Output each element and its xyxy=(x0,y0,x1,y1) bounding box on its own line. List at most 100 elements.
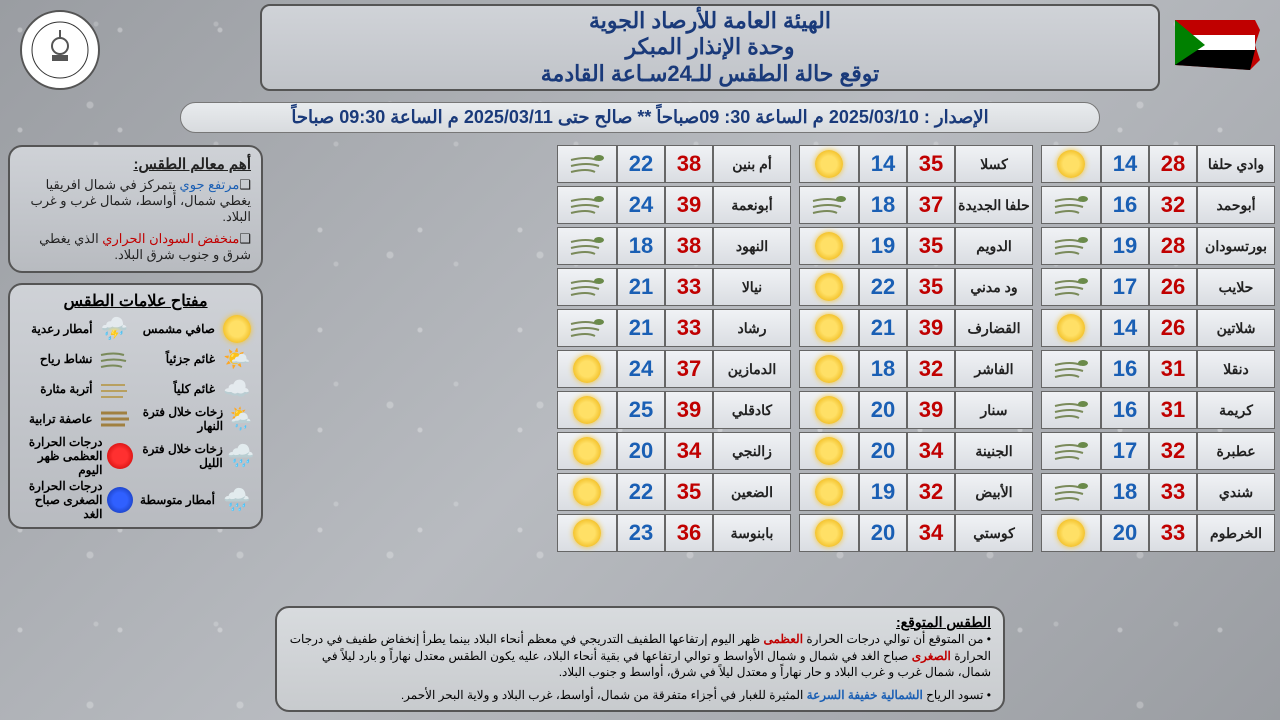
legend-label: غائم جزئياً xyxy=(166,352,215,366)
city-row: كريمة3116 xyxy=(1041,391,1275,429)
legend-label: درجات الحرارة الصغرى صباح الغد xyxy=(16,479,103,521)
city-row: كادقلي3925 xyxy=(557,391,791,429)
legend-icon xyxy=(97,345,133,373)
city-name: كادقلي xyxy=(713,391,791,429)
city-name: الخرطوم xyxy=(1197,514,1275,552)
legend-label: أمطار رعدية xyxy=(31,322,92,336)
weather-icon xyxy=(1041,268,1101,306)
legend-item: 🌤️ غائم جزئياً xyxy=(139,345,256,373)
weather-icon xyxy=(799,227,859,265)
temp-high: 39 xyxy=(907,309,955,347)
legend-icon: ⛈️ xyxy=(97,315,133,343)
header-panel: الهيئة العامة للأرصاد الجوية وحدة الإنذا… xyxy=(260,4,1160,91)
weather-icon xyxy=(557,268,617,306)
temp-high: 38 xyxy=(665,145,713,183)
legend-label: نشاط رياح xyxy=(40,352,93,366)
weather-icon xyxy=(557,186,617,224)
city-name: الفاشر xyxy=(955,350,1033,388)
weather-icon xyxy=(799,514,859,552)
legend-icon: 🌧️ xyxy=(219,486,255,514)
temp-low: 16 xyxy=(1101,186,1149,224)
city-name: رشاد xyxy=(713,309,791,347)
city-name: سنار xyxy=(955,391,1033,429)
city-name: القضارف xyxy=(955,309,1033,347)
weather-icon xyxy=(557,391,617,429)
weather-icon xyxy=(1041,391,1101,429)
legend-label: زخات خلال فترة الليل xyxy=(139,442,223,470)
city-name: أبوحمد xyxy=(1197,186,1275,224)
legend-item: 🌦️زخات خلال فترة النهار xyxy=(139,405,256,433)
weather-icon xyxy=(799,268,859,306)
legend-label: صافي مشمس xyxy=(143,322,215,336)
temp-high: 36 xyxy=(665,514,713,552)
weather-icon xyxy=(1041,145,1101,183)
temp-high: 39 xyxy=(907,391,955,429)
city-row: الجنينة3420 xyxy=(799,432,1033,470)
legend-icon xyxy=(97,405,133,433)
temp-high: 33 xyxy=(1149,473,1197,511)
legend-icon xyxy=(107,442,133,470)
temp-low: 20 xyxy=(859,514,907,552)
legend-item: ☁️غائم كلياً xyxy=(139,375,256,403)
city-row: ود مدني3522 xyxy=(799,268,1033,306)
sidebar: أهم معالم الطقس: ❑مرتفع جوي يتمركز في شم… xyxy=(8,145,263,529)
legend-icon xyxy=(107,486,133,514)
column-2: كسلا3514حلفا الجديدة3718الدويم3519ود مدن… xyxy=(799,145,1033,552)
weather-icon xyxy=(1041,186,1101,224)
city-row: رشاد3321 xyxy=(557,309,791,347)
temp-low: 21 xyxy=(859,309,907,347)
temp-low: 18 xyxy=(859,186,907,224)
legend-icon xyxy=(219,315,255,343)
temp-high: 26 xyxy=(1149,309,1197,347)
legend-box: مفتاح علامات الطقس صافي مشمس⛈️أمطار رعدي… xyxy=(8,283,263,529)
city-row: زالنجي3420 xyxy=(557,432,791,470)
temp-high: 34 xyxy=(907,514,955,552)
city-name: أبونعمة xyxy=(713,186,791,224)
temp-low: 19 xyxy=(859,227,907,265)
city-row: كسلا3514 xyxy=(799,145,1033,183)
forecast-p2: • تسود الرياح الشمالية خفيفة السرعة المث… xyxy=(289,687,991,704)
city-row: الخرطوم3320 xyxy=(1041,514,1275,552)
legend-item: درجات الحرارة العظمى ظهر اليوم xyxy=(16,435,133,477)
weather-icon xyxy=(557,514,617,552)
temp-high: 33 xyxy=(665,268,713,306)
temp-high: 32 xyxy=(1149,432,1197,470)
city-row: شندي3318 xyxy=(1041,473,1275,511)
temp-high: 35 xyxy=(907,227,955,265)
city-name: دنقلا xyxy=(1197,350,1275,388)
weather-icon xyxy=(557,432,617,470)
forecast-columns: وادي حلفا2814أبوحمد3216بورتسودان2819حلاي… xyxy=(557,145,1275,552)
weather-icon xyxy=(557,145,617,183)
legend-label: أمطار متوسطة xyxy=(140,493,215,507)
temp-high: 32 xyxy=(907,350,955,388)
temp-low: 22 xyxy=(859,268,907,306)
weather-icon xyxy=(799,350,859,388)
city-name: شندي xyxy=(1197,473,1275,511)
header-line3: توقع حالة الطقس للـ24سـاعة القادمة xyxy=(262,61,1158,87)
weather-icon xyxy=(557,350,617,388)
city-row: الأبيض3219 xyxy=(799,473,1033,511)
forecast-p1: • من المتوقع أن توالي درجات الحرارة العظ… xyxy=(289,631,991,681)
feature-2: ❑منخفض السودان الحراري الذي يغطي شرق و ج… xyxy=(20,231,251,263)
temp-low: 20 xyxy=(859,391,907,429)
city-row: أم بنين3822 xyxy=(557,145,791,183)
column-3: أم بنين3822أبونعمة3924النهود3818نيالا332… xyxy=(557,145,791,552)
weather-icon xyxy=(799,432,859,470)
legend-item: 🌧️ أمطار متوسطة xyxy=(139,479,256,521)
legend-icon: 🌤️ xyxy=(219,345,255,373)
legend-grid: صافي مشمس ⛈️ أمطار رعدية 🌤️ غائم جزئياً نشاط … xyxy=(16,315,255,521)
temp-low: 18 xyxy=(859,350,907,388)
header-line1: الهيئة العامة للأرصاد الجوية xyxy=(262,8,1158,34)
city-name: بابنوسة xyxy=(713,514,791,552)
temp-high: 33 xyxy=(665,309,713,347)
weather-icon xyxy=(799,309,859,347)
temp-low: 25 xyxy=(617,391,665,429)
temp-high: 35 xyxy=(665,473,713,511)
feature-1: ❑مرتفع جوي يتمركز في شمال افريقيا يغطي ش… xyxy=(20,177,251,225)
temp-low: 16 xyxy=(1101,350,1149,388)
weather-icon xyxy=(1041,432,1101,470)
legend-item: صافي مشمس xyxy=(139,315,256,343)
sudan-flag xyxy=(1165,10,1265,80)
weather-icon xyxy=(799,186,859,224)
weather-icon xyxy=(1041,227,1101,265)
